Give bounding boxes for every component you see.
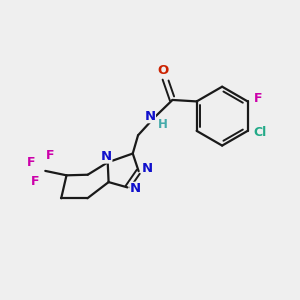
Text: F: F [254,92,262,105]
Text: O: O [157,64,168,77]
Text: N: N [142,162,153,175]
Text: F: F [46,149,54,162]
Text: N: N [130,182,141,195]
Text: Cl: Cl [254,126,267,139]
Text: N: N [101,150,112,163]
Text: F: F [31,175,39,188]
Text: N: N [144,110,155,123]
Text: H: H [158,118,167,130]
Text: F: F [27,156,35,169]
